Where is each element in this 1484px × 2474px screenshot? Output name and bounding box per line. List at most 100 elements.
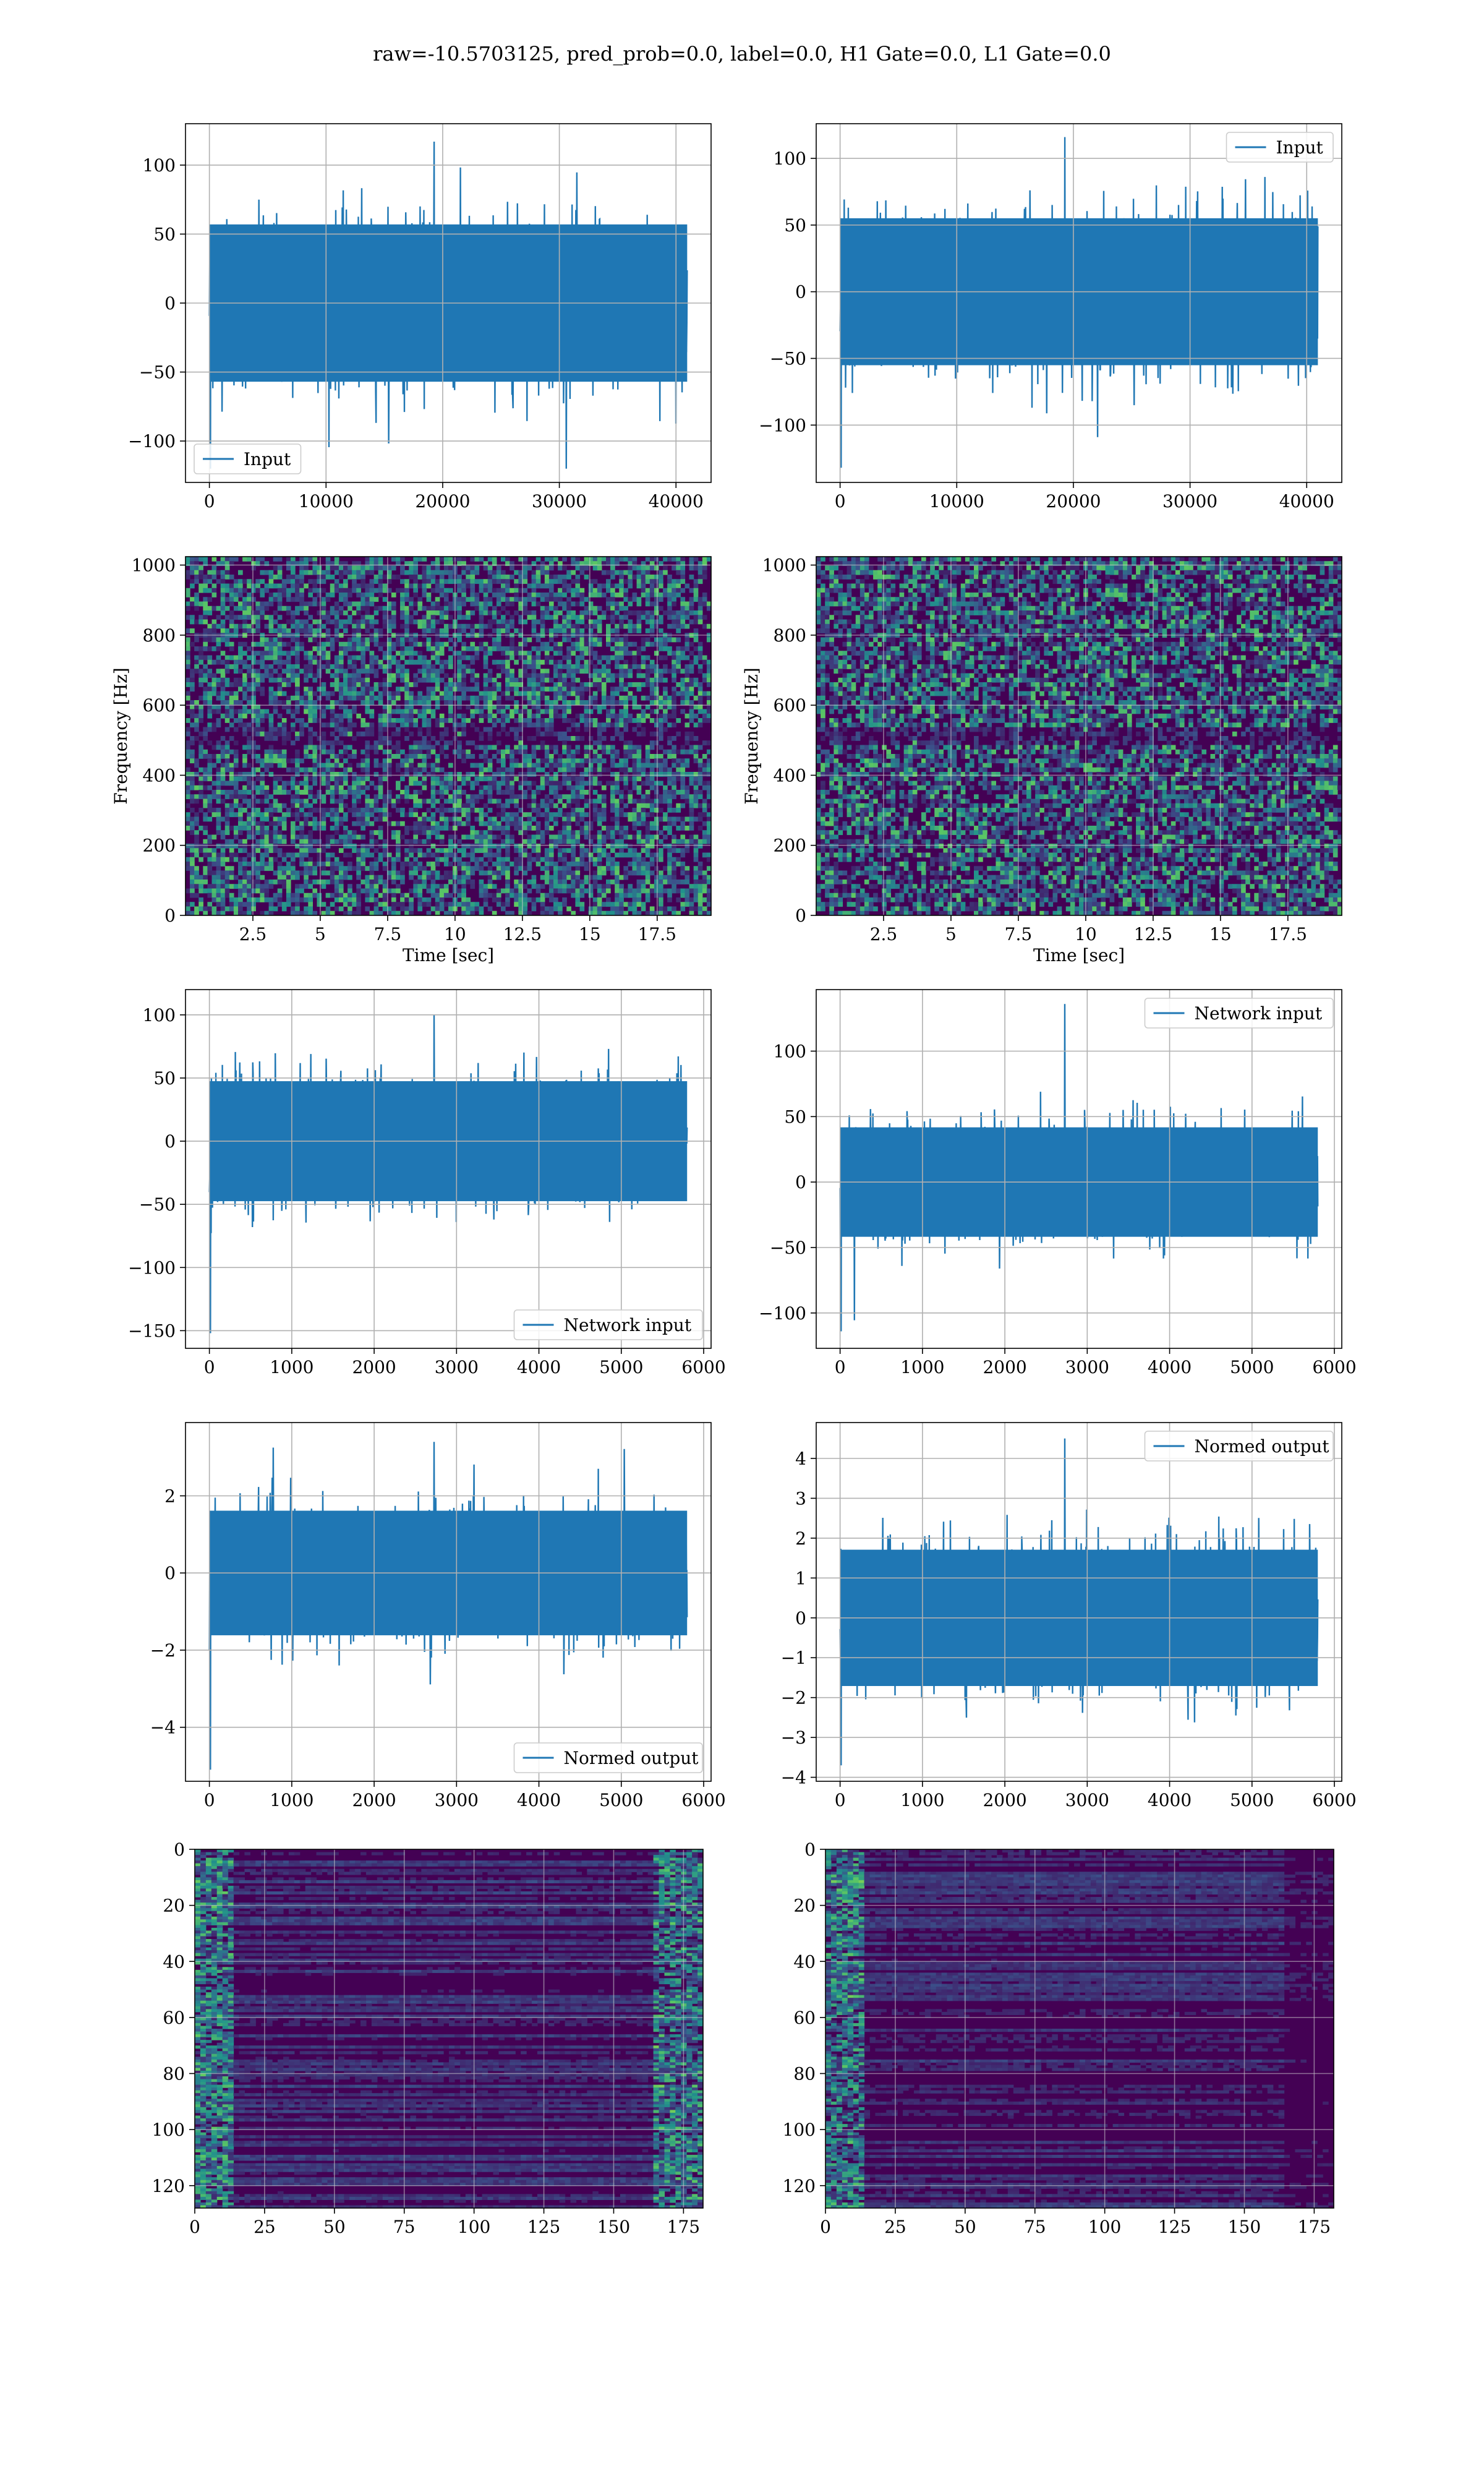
normed-output-left-xtick-label: 4000 bbox=[517, 1790, 561, 1810]
features-right-xtick-label: 50 bbox=[954, 2217, 976, 2237]
network-input-right-ytick-label: 0 bbox=[795, 1172, 806, 1192]
network-input-left-ytick-label: −150 bbox=[128, 1320, 176, 1341]
network-input-right-xtick-label: 1000 bbox=[900, 1357, 944, 1377]
input-right-ticks: 0 10000 20000 30000 40000 −100 −50 0 50 100 bbox=[759, 148, 1334, 511]
network-input-left-xtick-label: 6000 bbox=[681, 1357, 725, 1377]
features-right-ytick-label: 20 bbox=[793, 1896, 816, 1916]
features-left-xtick-label: 50 bbox=[323, 2217, 346, 2237]
features-right-grid bbox=[825, 1849, 1334, 2208]
network-input-left-xtick-label: 2000 bbox=[352, 1357, 396, 1377]
normed-output-right-ytick-label: 1 bbox=[795, 1568, 806, 1588]
features-left-ytick-label: 80 bbox=[163, 2064, 185, 2084]
spectrogram-left-ytick-label: 200 bbox=[143, 836, 176, 856]
spectrogram-left-xtick-label: 7.5 bbox=[374, 924, 402, 944]
input-right-ytick-label: 50 bbox=[784, 215, 806, 236]
features-right-ytick-label: 40 bbox=[793, 1951, 816, 1972]
input-right-xtick-label: 0 bbox=[835, 491, 846, 511]
spectrogram-right-xtick-label: 10 bbox=[1075, 924, 1097, 944]
normed-output-left-xtick-label: 6000 bbox=[681, 1790, 725, 1810]
features-left-cells bbox=[195, 1849, 703, 2208]
network-input-right-xtick-label: 0 bbox=[835, 1357, 846, 1377]
normed-output-left-xtick-label: 5000 bbox=[599, 1790, 643, 1810]
normed-output-right-plot-area bbox=[839, 1438, 1319, 1766]
spectrogram-left-frame bbox=[185, 556, 712, 916]
input-right-legend-label: Input bbox=[1276, 137, 1324, 158]
features-left-ytick-label: 100 bbox=[152, 2120, 185, 2140]
normed-output-right-ytick-label: −3 bbox=[781, 1727, 806, 1748]
spectrogram-right-ytick-label: 0 bbox=[795, 905, 806, 926]
spectrogram-right-ticks: 2.5 5 7.5 10 12.5 15 17.5 0 200 400 600 800 1000 bbox=[762, 555, 1307, 944]
features-right-ticks: 0 25 50 75 100 125 150 175 0 20 40 60 80 100 120 bbox=[783, 1839, 1331, 2237]
network-input-right-ytick-label: −100 bbox=[759, 1303, 806, 1324]
normed-output-right-legend-label: Normed output bbox=[1195, 1436, 1330, 1457]
normed-output-right-axes: 0 1000 2000 3000 4000 5000 6000 −4 −3 −2 −1 0 1 2 3 4 No… bbox=[781, 1422, 1357, 1810]
spectrogram-right-grid bbox=[816, 557, 1342, 916]
normed-output-right-ytick-label: 0 bbox=[795, 1608, 806, 1629]
normed-output-right-xtick-label: 0 bbox=[835, 1790, 846, 1810]
input-right-legend: Input bbox=[1226, 132, 1334, 163]
features-right-xtick-label: 175 bbox=[1298, 2217, 1331, 2237]
features-left-xtick-label: 0 bbox=[189, 2217, 200, 2237]
spectrogram-right-axes: 2.5 5 7.5 10 12.5 15 17.5 0 200 400 600 800 1000 Time… bbox=[741, 555, 1342, 965]
normed-output-left-ytick-label: 0 bbox=[164, 1563, 176, 1583]
normed-output-right-xtick-label: 2000 bbox=[983, 1790, 1026, 1810]
input-left-legend: Input bbox=[194, 443, 302, 474]
features-right-xtick-label: 75 bbox=[1024, 2217, 1046, 2237]
input-right-plot-area bbox=[839, 137, 1319, 468]
network-input-left-ytick-label: −100 bbox=[128, 1257, 176, 1278]
spectrogram-left-axes: 2.5 5 7.5 10 12.5 15 17.5 0 200 400 600 800 1000 Time… bbox=[111, 555, 712, 965]
spectrogram-left-xtick-label: 12.5 bbox=[503, 924, 542, 944]
spectrogram-left-xlabel: Time [sec] bbox=[403, 945, 494, 965]
input-right-xtick-label: 30000 bbox=[1162, 491, 1217, 511]
spectrogram-left-xtick-label: 15 bbox=[579, 924, 601, 944]
input-right-axes: 0 10000 20000 30000 40000 −100 −50 0 50 100 Input bbox=[759, 123, 1342, 511]
spectrogram-left-ytick-label: 800 bbox=[143, 625, 176, 646]
network-input-left-xtick-label: 4000 bbox=[517, 1357, 561, 1377]
normed-output-left-axes: 0 1000 2000 3000 4000 5000 6000 −4 −2 0 2 Normed ou… bbox=[150, 1422, 726, 1810]
normed-output-right-xtick-label: 4000 bbox=[1148, 1790, 1192, 1810]
network-input-left-axes: 0 1000 2000 3000 4000 5000 6000 −150 −100 −50 0 50 1… bbox=[128, 989, 726, 1377]
normed-output-right-xtick-label: 5000 bbox=[1230, 1790, 1274, 1810]
spectrogram-right-xlabel: Time [sec] bbox=[1033, 945, 1125, 965]
features-right-ytick-label: 60 bbox=[793, 2008, 816, 2028]
input-left-ytick-label: −100 bbox=[128, 431, 176, 452]
normed-output-left-xtick-label: 3000 bbox=[435, 1790, 479, 1810]
features-right-xtick-label: 150 bbox=[1228, 2217, 1261, 2237]
input-left-xtick-label: 10000 bbox=[299, 491, 354, 511]
features-right-ytick-label: 100 bbox=[783, 2120, 816, 2140]
features-right-ytick-label: 120 bbox=[783, 2176, 816, 2196]
input-right-ytick-label: −100 bbox=[759, 415, 806, 435]
network-input-left-legend-label: Network input bbox=[564, 1315, 692, 1335]
network-input-right-ytick-label: 50 bbox=[784, 1106, 806, 1127]
features-left-ytick-label: 0 bbox=[174, 1839, 185, 1860]
spectrogram-right-xtick-label: 5 bbox=[945, 924, 957, 944]
input-left-grid bbox=[186, 124, 711, 482]
normed-output-right-ytick-label: −4 bbox=[781, 1768, 806, 1788]
normed-output-right-xtick-label: 6000 bbox=[1312, 1790, 1356, 1810]
normed-output-left-grid bbox=[186, 1423, 711, 1781]
input-left-ytick-label: 0 bbox=[164, 293, 176, 314]
normed-output-right-ytick-label: −2 bbox=[781, 1688, 806, 1708]
input-left-axes: 0 10000 20000 30000 40000 −100 −50 0 50 100 Input bbox=[128, 123, 712, 511]
spectrogram-right-xtick-label: 2.5 bbox=[870, 924, 898, 944]
network-input-left-legend: Network input bbox=[513, 1309, 703, 1340]
input-left-ticks: 0 10000 20000 30000 40000 −100 −50 0 50 100 bbox=[128, 155, 704, 511]
normed-output-left-xtick-label: 1000 bbox=[270, 1790, 313, 1810]
features-left-ticks: 0 25 50 75 100 125 150 175 0 20 40 60 80 100 120 bbox=[152, 1839, 701, 2237]
features-right-xtick-label: 25 bbox=[884, 2217, 906, 2237]
normed-output-right-frame bbox=[816, 1422, 1342, 1782]
spectrogram-left-xtick-label: 10 bbox=[444, 924, 466, 944]
network-input-left-xtick-label: 5000 bbox=[599, 1357, 643, 1377]
features-left-xtick-label: 150 bbox=[597, 2217, 630, 2237]
network-input-left-ytick-label: 50 bbox=[153, 1068, 176, 1089]
spectrogram-right-ytick-label: 800 bbox=[774, 625, 806, 646]
network-input-right-ytick-label: −50 bbox=[770, 1238, 806, 1258]
normed-output-right-ytick-label: 4 bbox=[795, 1449, 806, 1469]
spectrogram-left-ylabel: Frequency [Hz] bbox=[111, 667, 131, 804]
features-left-frame bbox=[194, 1849, 704, 2209]
figure-title: raw=-10.5703125, pred_prob=0.0, label=0.… bbox=[0, 42, 1484, 66]
features-left-ytick-label: 60 bbox=[163, 2008, 185, 2028]
spectrogram-right-ylabel: Frequency [Hz] bbox=[741, 667, 762, 804]
